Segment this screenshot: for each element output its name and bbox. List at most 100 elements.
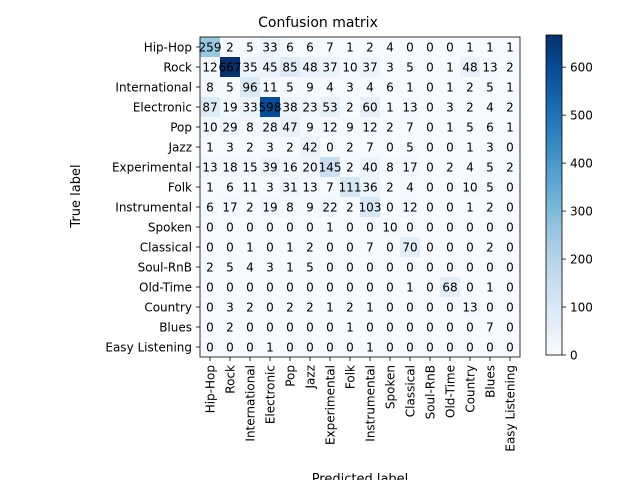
cell-value: 1: [406, 81, 414, 95]
heatmap-cell: [200, 97, 221, 118]
cell-value: 13: [402, 101, 417, 115]
heatmap-cell: [460, 277, 481, 298]
cell-value: 0: [506, 201, 514, 215]
heatmap-cell: [480, 197, 501, 218]
heatmap-cell: [300, 237, 321, 258]
cell-value: 7: [486, 321, 494, 335]
cell-value: 4: [406, 181, 414, 195]
colorbar-tick-label: 100: [570, 301, 593, 315]
cell-value: 0: [506, 261, 514, 275]
heatmap-cell: [200, 297, 221, 318]
cell-value: 0: [286, 221, 294, 235]
heatmap-cell: [440, 277, 461, 298]
heatmap-cell: [480, 97, 501, 118]
cell-value: 12: [362, 121, 377, 135]
cell-value: 37: [322, 61, 337, 75]
heatmap-cell: [460, 117, 481, 138]
cell-value: 0: [246, 281, 254, 295]
heatmap-cell: [460, 137, 481, 158]
heatmap-cell: [440, 117, 461, 138]
cell-value: 0: [346, 241, 354, 255]
cell-value: 1: [466, 141, 474, 155]
x-tick-labels: Hip-Hop Rock International Electronic Pop Jaz…: [204, 357, 518, 452]
cell-value: 2: [306, 301, 314, 315]
cell-value: 0: [426, 261, 434, 275]
heatmap-cell: [420, 57, 441, 78]
heatmap-cell: [480, 317, 501, 338]
cell-value: 0: [426, 301, 434, 315]
y-tick-label: Experimental: [112, 161, 192, 175]
cell-value: 17: [222, 201, 237, 215]
heatmap-cell: [500, 257, 521, 278]
heatmap-cell: [300, 337, 321, 358]
heatmap-cell: [340, 277, 361, 298]
cell-value: 1: [486, 41, 494, 55]
cell-value: 10: [342, 61, 357, 75]
heatmap-cell: [220, 77, 241, 98]
cell-value: 259: [199, 41, 222, 55]
cell-value: 18: [222, 161, 237, 175]
heatmap-cell: [460, 237, 481, 258]
heatmap-cell: [380, 97, 401, 118]
heatmap-cell: [220, 177, 241, 198]
y-tick-label: Pop: [170, 121, 192, 135]
cell-value: 1: [466, 201, 474, 215]
colorbar-tick-label: 300: [570, 205, 593, 219]
cell-value: 0: [486, 221, 494, 235]
cell-value: 40: [362, 161, 377, 175]
cell-value: 1: [366, 341, 374, 355]
heatmap-cell: [440, 137, 461, 158]
cell-value: 6: [286, 41, 294, 55]
heatmap-cell: [480, 217, 501, 238]
heatmap-cell: [280, 197, 301, 218]
cell-value: 2: [206, 261, 214, 275]
heatmap-cell: [380, 337, 401, 358]
cell-value: 12: [402, 201, 417, 215]
heatmap-cell: [500, 137, 521, 158]
heatmap-cell: [320, 117, 341, 138]
cell-value: 1: [386, 101, 394, 115]
cell-value: 10: [202, 121, 217, 135]
cell-value: 68: [442, 281, 457, 295]
cell-value: 0: [426, 281, 434, 295]
cell-value: 1: [486, 281, 494, 295]
heatmap-cell: [280, 177, 301, 198]
cell-value: 0: [486, 341, 494, 355]
cell-value: 0: [386, 141, 394, 155]
heatmap-cell: [440, 97, 461, 118]
cell-value: 0: [426, 221, 434, 235]
y-tick-label: Soul-RnB: [138, 261, 192, 275]
heatmap-cell: [300, 257, 321, 278]
heatmap-cell: [440, 57, 461, 78]
cell-value: 0: [286, 341, 294, 355]
heatmap-cell: [460, 297, 481, 318]
y-tick-label: Classical: [140, 241, 192, 255]
cell-value: 0: [226, 341, 234, 355]
heatmap-cell: [220, 57, 241, 78]
heatmap-cell: [240, 137, 261, 158]
cell-value: 37: [362, 61, 377, 75]
heatmap-cell: [500, 97, 521, 118]
heatmap-cell: [260, 297, 281, 318]
cell-value: 2: [466, 101, 474, 115]
cell-value: 1: [286, 241, 294, 255]
cell-value: 36: [362, 181, 377, 195]
cell-value: 0: [266, 321, 274, 335]
cell-value: 48: [302, 61, 317, 75]
cell-value: 2: [506, 161, 514, 175]
cell-value: 2: [366, 41, 374, 55]
cell-value: 0: [406, 41, 414, 55]
cell-value: 0: [226, 281, 234, 295]
heatmap-cell: [440, 177, 461, 198]
cell-value: 5: [246, 41, 254, 55]
cell-value: 0: [386, 241, 394, 255]
heatmap-cell: [340, 337, 361, 358]
heatmap-cell: [280, 57, 301, 78]
cell-value: 0: [386, 321, 394, 335]
cell-value: 12: [202, 61, 217, 75]
heatmap-cell: [320, 297, 341, 318]
cell-value: 0: [466, 281, 474, 295]
cell-value: 145: [319, 161, 342, 175]
cell-value: 2: [346, 201, 354, 215]
heatmap-cell: [460, 157, 481, 178]
